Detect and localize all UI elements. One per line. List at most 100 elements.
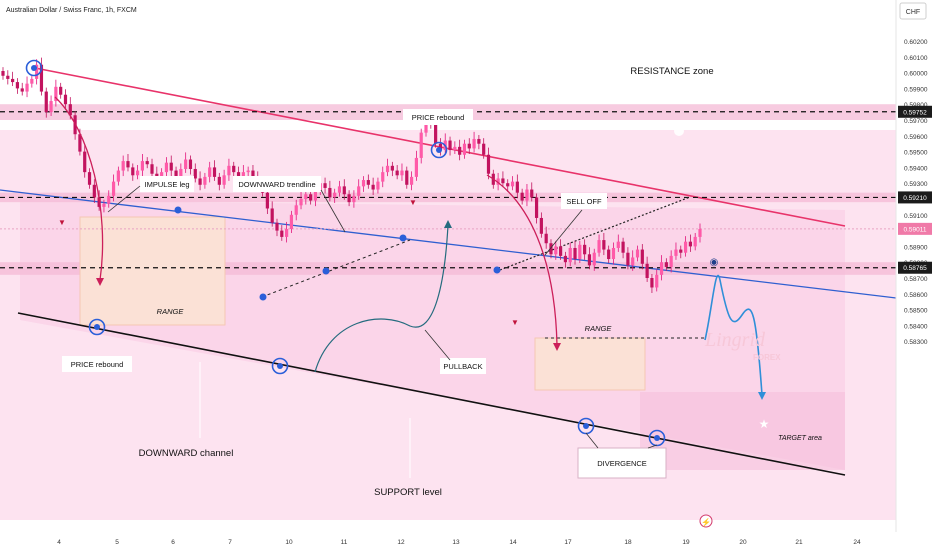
candle-body: [203, 176, 207, 185]
trend-dot: [399, 234, 407, 242]
candle-body: [587, 254, 592, 266]
currency-button[interactable]: [899, 2, 927, 20]
candle-body: [409, 176, 414, 185]
marker-dot: [436, 147, 442, 153]
marker-dot: [277, 363, 283, 369]
candle-body: [35, 64, 39, 79]
price-tag-label: 0.58765: [903, 265, 927, 272]
candle-body: [164, 162, 169, 173]
x-tick-label: 20: [739, 539, 747, 546]
label-price-rebound-top: PRICE rebound: [412, 113, 465, 122]
candle-body: [15, 82, 20, 89]
marker-dot: [31, 65, 37, 71]
price-tag: [898, 261, 932, 274]
x-tick-label: 17: [564, 539, 572, 546]
candle-body: [294, 205, 298, 215]
x-tick-label: 18: [624, 539, 632, 546]
candle-body: [616, 241, 620, 248]
watermark-brand: Lingrid: [704, 329, 766, 351]
candle-body: [63, 94, 68, 105]
label-support: SUPPORT level: [374, 487, 442, 498]
candle-body: [688, 241, 692, 247]
candle-body: [304, 194, 308, 199]
trend-dot: [174, 206, 182, 214]
candle-body: [150, 164, 154, 174]
candle-body: [659, 262, 664, 275]
arrow-head: [444, 220, 452, 228]
candle-body: [631, 257, 635, 266]
flash-icon: [699, 514, 713, 528]
x-tick-label: 19: [682, 539, 690, 546]
candle-body: [44, 91, 48, 113]
candle-body: [217, 176, 221, 185]
candle-body: [597, 240, 601, 253]
candle-body: [135, 170, 140, 176]
candle-body: [453, 146, 457, 151]
label-downward-trendline: DOWNWARD trendline: [238, 180, 315, 189]
x-tick-label: 7: [228, 539, 232, 546]
candle-body: [390, 165, 394, 171]
candle-body: [1, 71, 5, 76]
trend-dot: [259, 293, 267, 301]
candle-body: [563, 255, 568, 263]
candle-body: [458, 146, 462, 155]
sell-arrow-icon: ▼: [58, 218, 66, 227]
candle-body: [496, 178, 500, 185]
time-axis[interactable]: [0, 532, 896, 550]
trend-dot: [322, 267, 330, 275]
background-zones: [0, 104, 896, 520]
candle-body: [236, 172, 241, 177]
candle-body: [285, 229, 289, 237]
candle-body: [578, 244, 582, 260]
candle-body: [482, 143, 486, 155]
marker-dot: [583, 423, 589, 429]
candle-body: [683, 241, 688, 253]
label-target: TARGET area: [778, 435, 822, 442]
rising-dotted-line-2: [499, 196, 691, 271]
candle-body: [357, 186, 361, 196]
candle-body: [544, 233, 548, 244]
connector: [647, 444, 658, 449]
candle-body: [385, 165, 390, 173]
candle-body: [347, 194, 351, 203]
price-axis[interactable]: [896, 0, 932, 550]
sell-arrow-icon: ▼: [409, 198, 417, 207]
candle-body: [650, 278, 654, 288]
candle-body: [554, 246, 558, 255]
candle-body: [655, 274, 659, 288]
y-tick-label: 0.59700: [904, 118, 928, 125]
x-tick-label: 4: [57, 539, 61, 546]
candle-body: [87, 172, 92, 185]
candle-body: [102, 203, 106, 207]
candle-body: [97, 197, 101, 207]
label-price-rebound-left-box: [62, 356, 132, 372]
y-tick-label: 0.59100: [904, 213, 928, 220]
connector: [544, 209, 583, 256]
candle-body: [501, 178, 505, 184]
candle-body: [366, 180, 370, 185]
candle-body: [568, 247, 572, 263]
marker-dot: [654, 435, 660, 441]
candle-body: [352, 195, 356, 203]
x-tick-label: 11: [341, 539, 348, 546]
candle-body: [131, 167, 135, 176]
candle-body: [188, 159, 193, 169]
price-tag-label: 0.59752: [903, 109, 927, 116]
target-area: [640, 392, 845, 470]
candle-body: [414, 157, 418, 177]
candle-body: [184, 159, 188, 169]
candle-body: [246, 170, 250, 173]
label-downward-channel: DOWNWARD channel: [139, 448, 234, 459]
currency-label: CHF: [906, 9, 920, 16]
label-divergence-box: [577, 447, 667, 479]
y-tick-label: 0.58500: [904, 308, 928, 315]
label-sell-off: SELL OFF: [566, 197, 602, 206]
candle-body: [11, 78, 15, 83]
candle-body: [270, 208, 274, 223]
label-range-left: RANGE: [157, 307, 185, 316]
candle-body: [559, 246, 563, 256]
marker-ring: [88, 318, 106, 336]
label-range-right: RANGE: [585, 324, 613, 333]
x-tick-label: 5: [115, 539, 119, 546]
